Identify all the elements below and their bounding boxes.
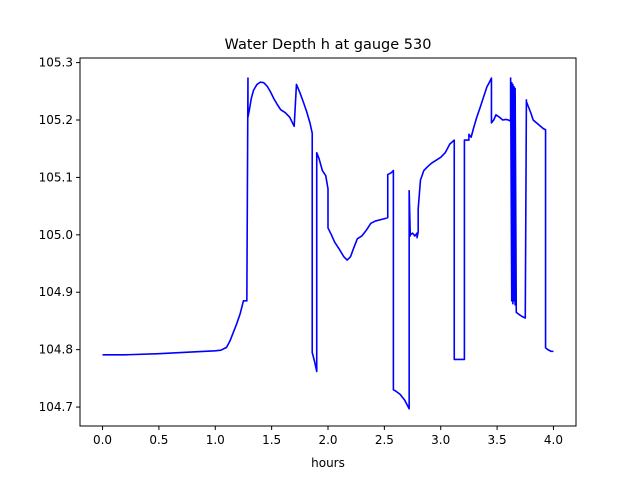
y-tick-label: 105.0 <box>39 228 73 242</box>
y-tick-label: 104.9 <box>39 285 73 299</box>
y-tick-label: 104.8 <box>39 343 73 357</box>
x-tick-label: 2.5 <box>375 433 394 447</box>
x-tick-label: 1.5 <box>262 433 281 447</box>
plot-frame <box>79 57 577 427</box>
x-tick-label: 0.0 <box>93 433 112 447</box>
y-tick-label: 104.7 <box>39 400 73 414</box>
series-layer <box>102 77 554 410</box>
x-tick-label: 3.5 <box>488 433 507 447</box>
plot-area <box>79 57 577 427</box>
series-line-0 <box>102 77 554 410</box>
chart-title: Water Depth h at gauge 530 <box>225 37 432 53</box>
y-axis: 104.7 104.8 104.9 105.0 105.1 105.2 105.3 <box>39 56 80 414</box>
x-tick-label: 0.5 <box>149 433 168 447</box>
x-tick-label: 2.0 <box>318 433 337 447</box>
y-tick-label: 105.3 <box>39 56 73 70</box>
y-tick-label: 105.2 <box>39 113 73 127</box>
y-tick-label: 105.1 <box>39 170 73 184</box>
x-tick-label: 4.0 <box>544 433 563 447</box>
x-tick-label: 1.0 <box>206 433 225 447</box>
x-tick-label: 3.0 <box>431 433 450 447</box>
x-axis-label: hours <box>311 456 345 470</box>
x-axis: 0.0 0.5 1.0 1.5 2.0 2.5 3.0 3.5 4.0 <box>93 426 563 447</box>
